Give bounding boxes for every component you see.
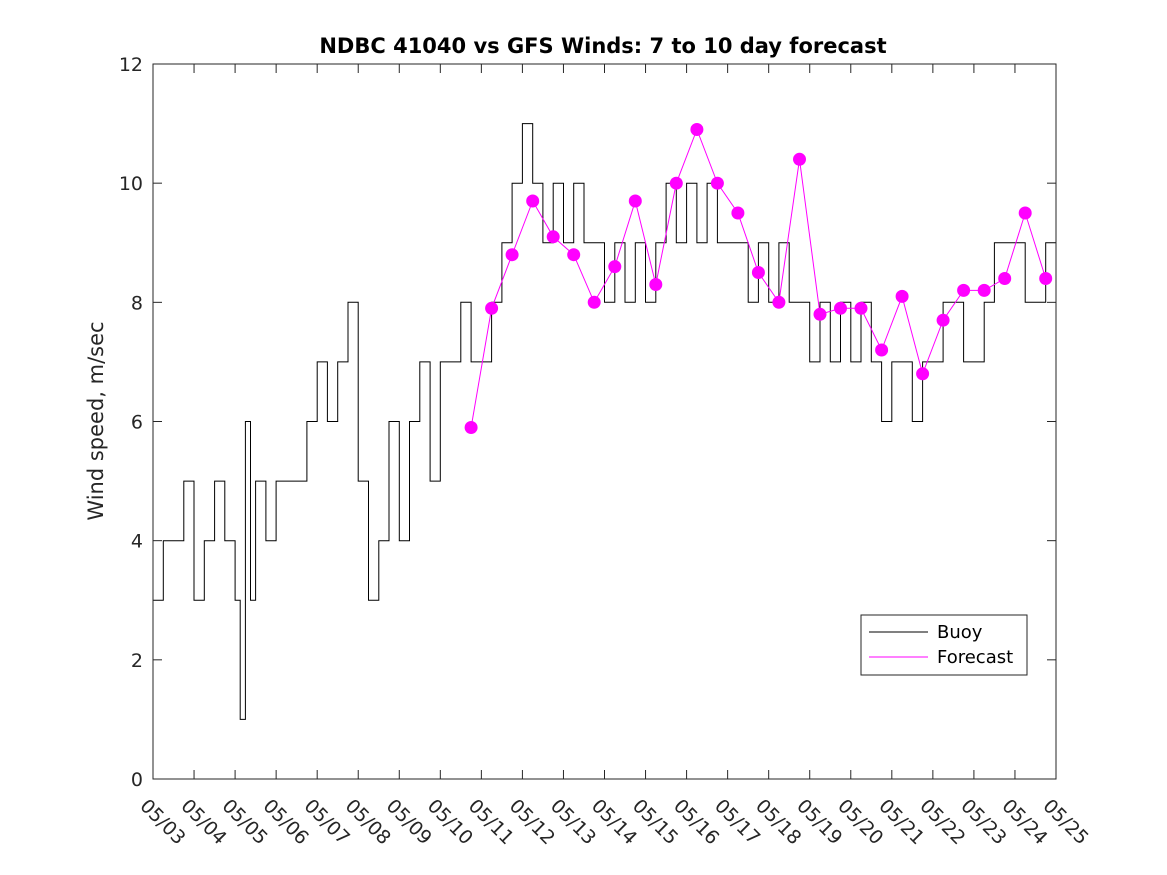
series-buoy-line [153,123,1057,720]
y-tick-label: 0 [131,769,143,791]
forecast-point [916,367,930,381]
forecast-point [751,266,765,279]
forecast-point [793,152,806,166]
forecast-point [998,272,1012,285]
x-tick-label: 05/18 [751,795,805,849]
y-tick-label: 4 [131,531,143,553]
x-tick-label: 05/07 [300,795,354,849]
y-tick-label: 10 [119,173,143,195]
forecast-point [628,194,642,208]
x-tick-label: 05/25 [1038,795,1092,849]
forecast-point [546,230,560,244]
x-tick-label: 05/14 [587,795,641,849]
x-tick-label: 05/13 [546,795,600,849]
forecast-point [731,206,745,220]
x-tick-label: 05/20 [833,795,887,849]
forecast-point [464,421,478,434]
x-tick-label: 05/09 [382,795,436,849]
forecast-point [957,283,971,297]
x-tick-label: 05/06 [259,795,313,849]
forecast-point [649,278,663,291]
x-tick-label: 05/23 [956,795,1010,849]
axes-layer: 02468101205/0305/0405/0505/0605/0705/080… [119,54,1093,849]
x-tick-label: 05/21 [874,795,928,849]
forecast-point [690,123,704,136]
forecast-point [669,176,683,190]
forecast-point [710,176,724,190]
y-tick-label: 12 [119,54,143,76]
legend-forecast-label: Forecast [937,647,1013,668]
forecast-point [587,295,601,309]
x-tick-label: 05/04 [177,795,231,849]
forecast-point [936,313,950,327]
forecast-point [505,248,519,262]
y-tick-label: 6 [131,412,143,434]
y-tick-label: 8 [131,292,143,314]
forecast-point [875,343,889,357]
forecast-point [567,248,581,262]
legend-buoy-label: Buoy [937,622,983,643]
forecast-point [608,260,622,274]
x-tick-label: 05/16 [669,795,723,849]
y-axis-label: Wind speed, m/sec [84,321,108,520]
forecast-point [977,283,991,297]
forecast-point [772,295,786,309]
x-tick-label: 05/03 [135,795,189,849]
legend: Buoy Forecast [860,614,1028,676]
forecast-point [834,301,847,315]
x-tick-label: 05/19 [792,795,846,849]
x-tick-label: 05/05 [218,795,272,849]
forecast-point [895,289,909,303]
x-tick-label: 05/22 [915,795,969,849]
series-layer [153,123,1057,720]
forecast-point [526,194,540,208]
x-tick-label: 05/15 [628,795,682,849]
legend-box [860,614,1028,676]
x-tick-label: 05/17 [710,795,764,849]
forecast-point [1039,272,1053,285]
y-tick-label: 2 [131,650,143,672]
x-tick-label: 05/08 [341,795,395,849]
x-tick-label: 05/24 [997,795,1051,849]
x-tick-label: 05/12 [505,795,559,849]
x-tick-label: 05/10 [423,795,477,849]
forecast-point [485,301,499,315]
chart-title: NDBC 41040 vs GFS Winds: 7 to 10 day for… [319,34,886,58]
forecast-point [813,307,827,321]
x-tick-label: 05/11 [464,795,518,849]
forecast-point [1018,206,1032,220]
forecast-point [854,301,868,315]
